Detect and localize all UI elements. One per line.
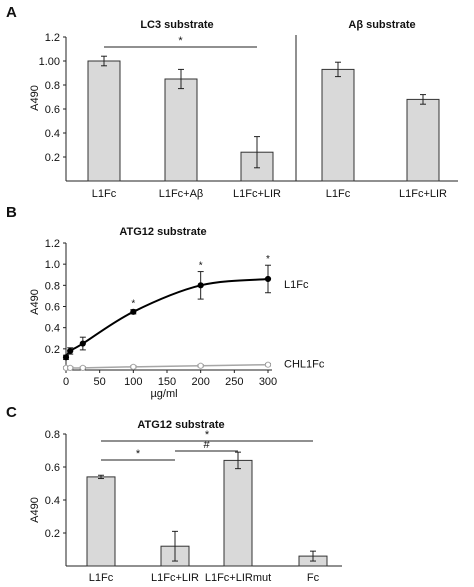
panel-b-x-tick-label: 300 xyxy=(259,376,277,388)
panel-b-x-tick-label: 50 xyxy=(94,376,106,388)
panel-a-letter: A xyxy=(6,4,17,21)
panel-b-l1fc-point xyxy=(62,354,70,361)
panel-b-l1fc-point xyxy=(130,308,137,315)
panel-b-y-tick-label: 0.8 xyxy=(45,280,60,292)
panel-a-abeta-bar xyxy=(406,98,440,182)
panel-b-x-tick-label: 200 xyxy=(191,376,209,388)
panel-c-y-tick-label: 0.8 xyxy=(45,429,60,441)
panel-b-y-tick-label: 0.4 xyxy=(45,323,60,335)
panel-b-plot: 0.2 0.4 0.6 0.8 1.0 1.2 0 50 100 150 200 250 300 * * * L… xyxy=(45,238,325,388)
panel-b-l1fc-point xyxy=(264,275,272,283)
panel-c-category-label: L1Fc xyxy=(89,572,114,584)
panel-b-x-tick-label: 150 xyxy=(158,376,176,388)
panel-c-significance-mark: * xyxy=(136,448,141,460)
panel-b-y-tick-label: 0.2 xyxy=(45,344,60,356)
panel-b-ylabel: A490 xyxy=(29,289,41,315)
panel-b-chl1fc-line xyxy=(66,363,269,369)
panel-b-significance-mark: * xyxy=(131,299,135,310)
panel-a-abeta-title: Aβ substrate xyxy=(348,19,415,31)
panel-c-bar xyxy=(86,476,116,567)
panel-c-ylabel: A490 xyxy=(29,497,41,523)
panel-a-y-tick-label: 0.8 xyxy=(45,80,60,92)
panel-b-l1fc-point xyxy=(197,282,204,289)
panel-b-chl1fc-point xyxy=(197,362,204,369)
panel-c-significance-mark: * xyxy=(205,429,210,441)
panel-a-y-tick-label: 0.6 xyxy=(45,104,60,116)
panel-a-y-tick-label: 1.2 xyxy=(45,32,60,44)
panel-b-l1fc-series-label: L1Fc xyxy=(284,279,309,291)
panel-a-abeta-bar xyxy=(321,68,355,182)
panel-a-significance-mark: * xyxy=(178,35,183,47)
panel-a-lc3-bar xyxy=(87,60,121,182)
panel-a-y-tick-label: 0.2 xyxy=(45,152,60,164)
panel-b-chl1fc-point xyxy=(130,363,137,370)
panel-b-x-tick-label: 250 xyxy=(225,376,243,388)
panel-c-y-tick-label: 0.2 xyxy=(45,528,60,540)
panel-c-category-label: L1Fc+LIRmut xyxy=(205,572,271,584)
panel-c-letter: C xyxy=(6,404,17,421)
panel-b-y-tick-label: 1.0 xyxy=(45,259,60,271)
panel-b-significance-mark: * xyxy=(199,261,203,272)
panel-b-letter: B xyxy=(6,204,17,221)
panel-a-y-tick-label: 1.00 xyxy=(39,56,60,68)
panel-a-ylabel: A490 xyxy=(29,85,41,111)
panel-b-chl1fc-point xyxy=(264,361,272,368)
panel-b-y-tick-label: 1.2 xyxy=(45,238,60,250)
panel-c-significance-mark: # xyxy=(203,439,210,451)
panel-b-l1fc-line xyxy=(65,277,269,358)
panel-a-lc3-category-label: L1Fc+LIR xyxy=(233,188,281,200)
panel-c-category-label: L1Fc+LIR xyxy=(151,572,199,584)
panel-c-y-tick-label: 0.6 xyxy=(45,462,60,474)
panel-b-x-tick-label: 100 xyxy=(124,376,142,388)
panel-c-y-tick-label: 0.4 xyxy=(45,495,60,507)
panel-b-y-tick-label: 0.6 xyxy=(45,302,60,314)
panel-a-lc3-title: LC3 substrate xyxy=(140,19,213,31)
panel-b-xlabel: µg/ml xyxy=(150,388,177,400)
panel-c-category-label: Fc xyxy=(307,572,320,584)
panel-c-title: ATG12 substrate xyxy=(137,419,224,431)
panel-a-lc3-category-label: L1Fc+Aβ xyxy=(159,188,204,200)
panel-a-abeta-category-label: L1Fc xyxy=(326,188,351,200)
panel-b-chl1fc-series-label: CHL1Fc xyxy=(284,359,325,371)
panel-b-title: ATG12 substrate xyxy=(119,226,206,238)
panel-b-x-tick-label: 0 xyxy=(63,376,69,388)
panel-b-chl1fc-point xyxy=(67,364,74,371)
panel-b-l1fc-point xyxy=(67,347,74,355)
panel-c-bar xyxy=(223,459,253,567)
panel-b-chl1fc-point xyxy=(79,364,86,371)
panel-a-y-tick-label: 0.4 xyxy=(45,128,60,140)
panel-a-abeta-category-label: L1Fc+LIR xyxy=(399,188,447,200)
panel-b-significance-mark: * xyxy=(266,254,270,265)
panel-a-plot: 0.2 0.4 0.6 0.8 1.00 1.2 L1Fc L1Fc+Aβ L1Fc+LIR L1… xyxy=(39,32,458,200)
panel-a-lc3-category-label: L1Fc xyxy=(92,188,117,200)
panel-a-lc3-bar xyxy=(164,78,198,182)
panel-b-l1fc-point xyxy=(79,340,86,347)
